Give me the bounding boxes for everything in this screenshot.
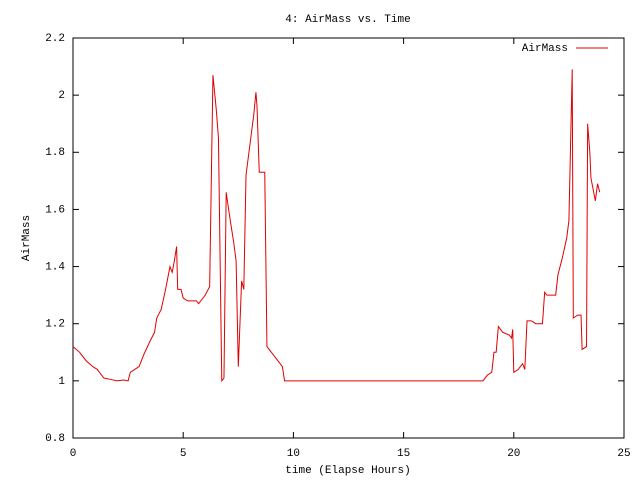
y-tick-label: 1.2	[45, 319, 65, 331]
data-line	[72, 69, 601, 383]
plot-border	[72, 37, 625, 439]
y-tick-label: 1	[58, 376, 65, 388]
y-tick-label: 0.8	[45, 433, 65, 445]
legend-label: AirMass	[522, 43, 568, 55]
y-tick-label: 2.2	[45, 33, 65, 45]
x-tick-label: 5	[180, 448, 187, 460]
y-tick-label: 2	[58, 90, 65, 102]
x-tick-label: 20	[507, 448, 520, 460]
chart-title: 4: AirMass vs. Time	[285, 14, 410, 26]
x-tick-label: 0	[70, 448, 77, 460]
x-tick-label: 10	[287, 448, 300, 460]
x-axis-label: time (Elapse Hours)	[285, 465, 410, 477]
y-axis-label: AirMass	[21, 215, 33, 261]
y-tick-label: 1.4	[45, 261, 65, 273]
x-tick-label: 25	[617, 448, 630, 460]
y-tick-label: 1.6	[45, 204, 65, 216]
y-tick-label: 1.8	[45, 147, 65, 159]
x-tick-label: 15	[397, 448, 410, 460]
